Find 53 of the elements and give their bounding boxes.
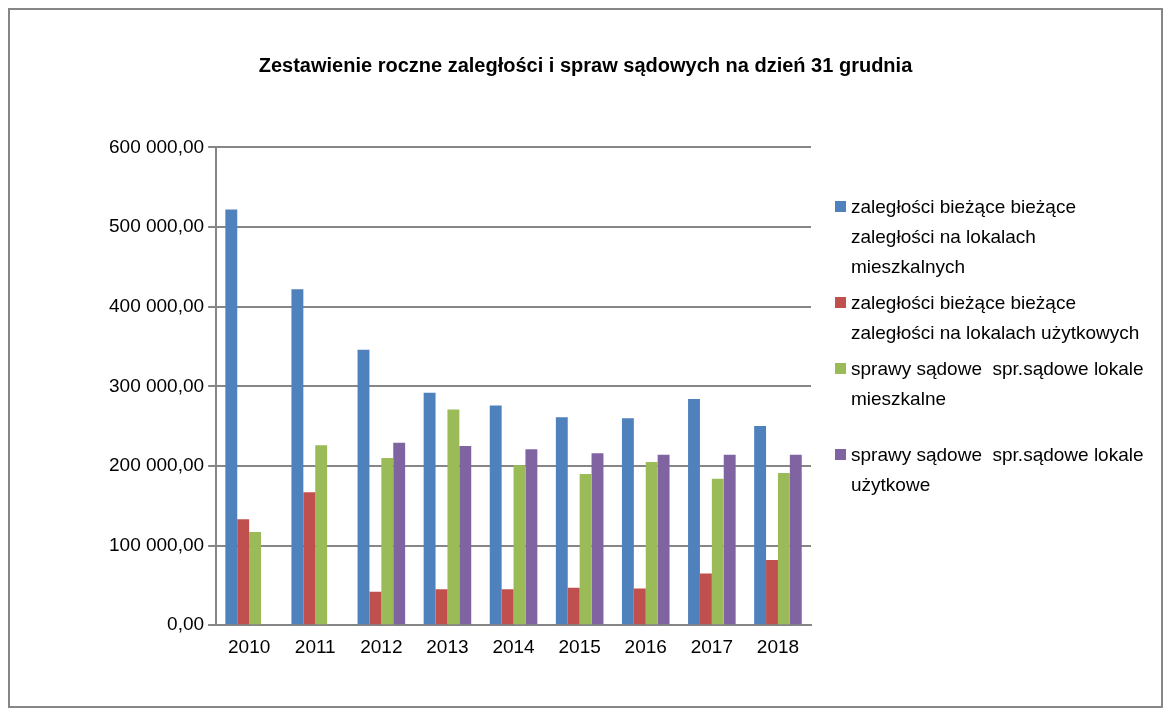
x-tick-label: 2011: [294, 635, 336, 657]
bar: [423, 392, 436, 625]
bar: [381, 457, 394, 625]
y-tick-label: 0,00: [167, 613, 205, 635]
bar: [657, 454, 670, 625]
x-tick-label: 2017: [690, 635, 733, 657]
bar: [777, 473, 790, 625]
legend-label: sprawy sądowe spr.sądowe lokale użytkowe: [851, 444, 1145, 495]
bar: [579, 473, 592, 625]
x-tick-label: 2013: [426, 635, 469, 657]
bar: [237, 519, 250, 625]
bar: [754, 426, 767, 625]
bar: [501, 589, 514, 625]
x-tick-label: 2015: [558, 635, 601, 657]
bar: [291, 289, 304, 625]
x-tick-label: 2010: [228, 635, 271, 657]
bar: [303, 492, 316, 625]
bar: [225, 209, 238, 625]
bar: [489, 405, 502, 625]
y-tick-label: 500 000,00: [109, 215, 205, 237]
y-tick-label: 600 000,00: [109, 135, 205, 157]
bar: [766, 559, 778, 625]
bar: [633, 588, 646, 625]
bar: [447, 409, 460, 625]
bar: [525, 449, 538, 625]
bar: [688, 399, 700, 625]
x-tick-label: 2012: [360, 635, 403, 657]
bar: [711, 478, 724, 625]
bar: [459, 446, 472, 625]
bar: [357, 349, 370, 625]
bar: [699, 573, 712, 625]
x-tick-label: 2014: [492, 635, 536, 657]
x-tick-label: 2016: [624, 635, 667, 657]
bar: [513, 465, 526, 625]
bar: [591, 453, 604, 625]
bar: [645, 461, 658, 625]
y-tick-label: 400 000,00: [109, 294, 205, 316]
x-tick-label: 2018: [756, 635, 800, 657]
bar: [393, 442, 406, 625]
y-tick-label: 100 000,00: [109, 533, 205, 555]
y-tick-label: 200 000,00: [109, 454, 205, 476]
bar: [789, 454, 802, 625]
bar: [555, 417, 568, 625]
bar: [249, 532, 262, 625]
bar: [567, 587, 580, 625]
bar: [621, 418, 634, 625]
bar: [723, 454, 736, 625]
bar: [369, 591, 382, 625]
chart-title: Zestawienie roczne zaległości i spraw sądowych na dzień 31 grudnia: [257, 54, 914, 77]
bar: [435, 589, 448, 625]
y-tick-label: 300 000,00: [109, 374, 205, 396]
legend-label: sprawy sądowe spr.sądowe lokale mieszkalne: [851, 358, 1145, 409]
bar: [315, 445, 328, 625]
